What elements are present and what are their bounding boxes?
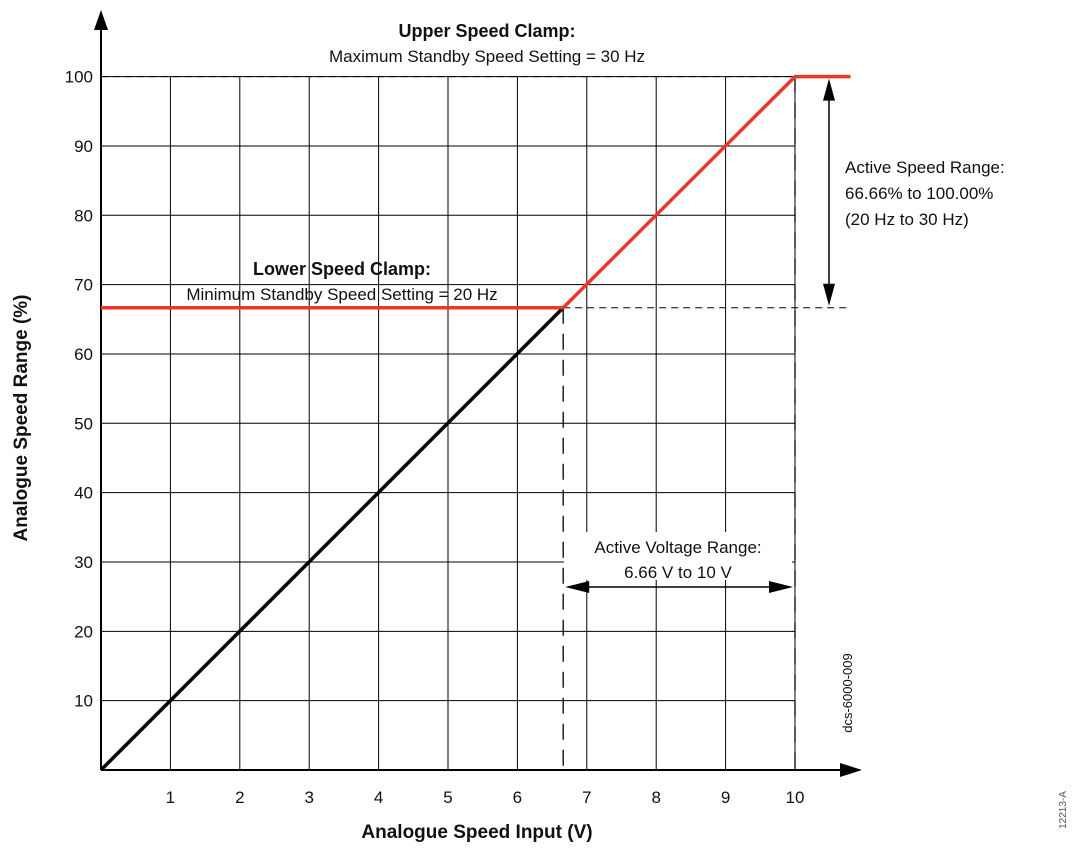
active-voltage-line1: Active Voltage Range: <box>594 538 761 557</box>
active-voltage-arrowhead-left <box>565 581 590 593</box>
x-tick-label: 2 <box>235 788 244 807</box>
reference-lines <box>101 76 851 770</box>
y-tick-label: 80 <box>74 206 93 225</box>
upper-clamp-title: Upper Speed Clamp: <box>398 21 575 41</box>
x-tick-label: 8 <box>651 788 660 807</box>
active-speed-arrowhead-top <box>823 78 835 101</box>
axes <box>94 10 862 777</box>
range-arrows <box>565 78 835 593</box>
lower-clamp-title: Lower Speed Clamp: <box>253 259 431 279</box>
y-axis-title: Analogue Speed Range (%) <box>11 294 32 541</box>
y-tick-label: 30 <box>74 553 93 572</box>
side-id: 12213-A <box>1058 791 1069 829</box>
figure-id: dcs-6000-009 <box>840 653 855 733</box>
x-axis-title: Analogue Speed Input (V) <box>361 822 592 843</box>
x-tick-label: 5 <box>443 788 452 807</box>
series-lines <box>99 74 851 772</box>
y-tick-label: 90 <box>74 137 93 156</box>
y-tick-label: 40 <box>74 484 93 503</box>
annotations: Upper Speed Clamp: Maximum Standby Speed… <box>186 21 1004 582</box>
x-tick-label: 3 <box>304 788 313 807</box>
active-speed-arrowhead-bottom <box>823 283 835 306</box>
y-axis-arrow <box>94 10 108 30</box>
x-tick-label: 4 <box>374 788 383 807</box>
active-speed-line3: (20 Hz to 30 Hz) <box>845 210 969 229</box>
y-tick-label: 50 <box>74 414 93 433</box>
upper-clamp-text: Maximum Standby Speed Setting = 30 Hz <box>329 47 645 66</box>
x-axis-arrow <box>840 763 862 777</box>
y-tick-label: 70 <box>74 276 93 295</box>
active-voltage-arrowhead-right <box>769 581 793 593</box>
x-tick-label: 9 <box>721 788 730 807</box>
x-tick-label: 7 <box>582 788 591 807</box>
active-voltage-line2: 6.66 V to 10 V <box>624 563 732 582</box>
y-tick-label: 20 <box>74 622 93 641</box>
clamped-output-line <box>101 74 851 310</box>
y-tick-label: 60 <box>74 345 93 364</box>
active-speed-line2: 66.66% to 100.00% <box>845 184 993 203</box>
input-line <box>99 306 565 772</box>
active-voltage-label-bg <box>564 532 792 580</box>
y-tick-label: 10 <box>74 692 93 711</box>
x-tick-label: 1 <box>166 788 175 807</box>
lower-clamp-text: Minimum Standby Speed Setting = 20 Hz <box>186 285 497 304</box>
x-tick-label: 10 <box>786 788 805 807</box>
active-speed-line1: Active Speed Range: <box>845 158 1005 177</box>
y-tick-label: 100 <box>65 68 93 87</box>
x-tick-label: 6 <box>513 788 522 807</box>
tick-labels: 1 2 3 4 5 6 7 8 9 10 10 20 30 40 50 60 70 80 90 100 <box>65 68 805 807</box>
